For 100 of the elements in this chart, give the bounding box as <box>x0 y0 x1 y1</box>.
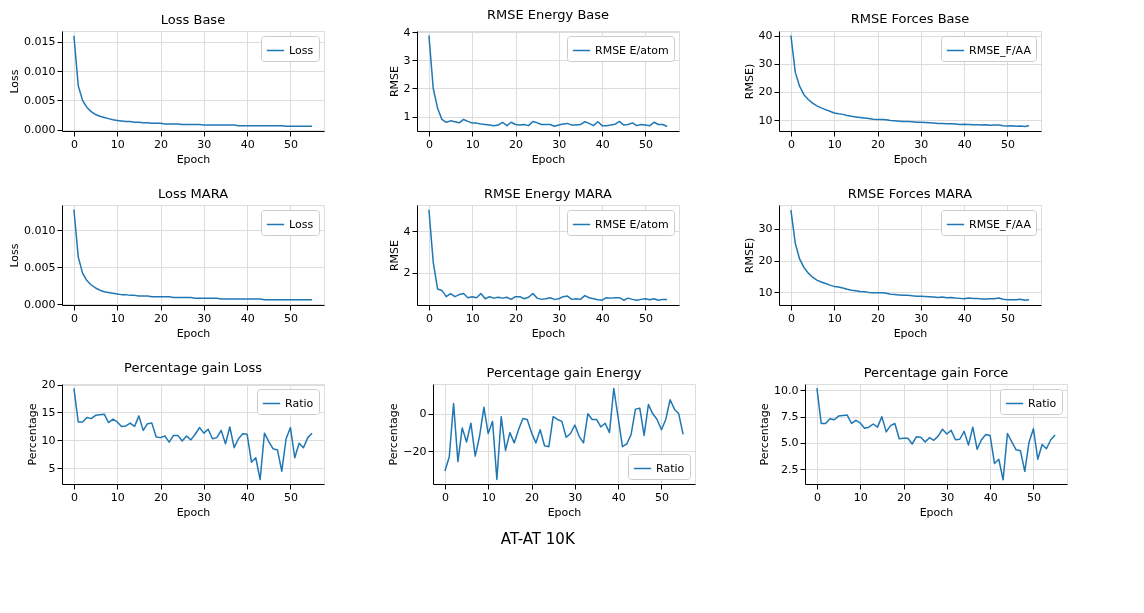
x-tick-label: 40 <box>983 490 998 504</box>
x-tick-label: 10 <box>827 137 842 151</box>
x-tick-label: 30 <box>552 311 567 325</box>
legend-label: Loss <box>289 217 314 231</box>
x-tick-label: 20 <box>509 311 524 325</box>
y-tick-label: 4 <box>403 25 411 39</box>
x-tick-label: 40 <box>240 137 255 151</box>
chart-title: Percentage gain Force <box>863 365 1009 380</box>
x-tick-label: 50 <box>283 311 298 325</box>
x-axis-title: Epoch <box>547 505 582 519</box>
x-tick-label: 20 <box>897 490 912 504</box>
y-tick-label: 2 <box>403 81 411 95</box>
x-tick-label: 10 <box>827 311 842 325</box>
x-tick-label: 40 <box>240 490 255 504</box>
x-tick-label: 10 <box>465 137 480 151</box>
chart-title: RMSE Forces MARA <box>847 186 973 201</box>
x-tick-label: 0 <box>441 490 449 504</box>
y-axis-title: Percentage <box>25 403 39 466</box>
x-tick-label: 20 <box>154 311 169 325</box>
x-axis-title: Epoch <box>176 326 211 340</box>
x-tick-label: 30 <box>914 137 929 151</box>
x-tick-label: 40 <box>595 311 610 325</box>
x-tick-label: 0 <box>813 490 821 504</box>
legend-label: Ratio <box>656 461 685 475</box>
x-tick-label: 10 <box>853 490 868 504</box>
y-tick-label: 5.0 <box>781 436 799 450</box>
x-tick-label: 20 <box>525 490 540 504</box>
x-tick-label: 40 <box>957 311 972 325</box>
y-tick-label: 1 <box>403 110 411 124</box>
y-tick-label: 4 <box>403 224 411 238</box>
x-tick-label: 0 <box>70 311 78 325</box>
x-tick-label: 10 <box>110 311 125 325</box>
text: AT-AT 10K <box>500 529 576 548</box>
x-tick-label: 30 <box>552 137 567 151</box>
y-tick-label: 0.010 <box>24 223 56 237</box>
x-tick-label: 50 <box>283 490 298 504</box>
chart-title: Loss Base <box>160 12 226 27</box>
y-tick-label: 2 <box>403 266 411 280</box>
y-tick-label: 15 <box>41 405 56 419</box>
y-tick-label: 0.005 <box>24 260 56 274</box>
line-series <box>790 34 1030 128</box>
y-tick-label: 10 <box>758 285 773 299</box>
x-tick-label: 20 <box>509 137 524 151</box>
x-axis-title: Epoch <box>893 326 928 340</box>
x-tick-label: 50 <box>283 137 298 151</box>
line-series <box>816 387 1056 481</box>
chart-title: Loss MARA <box>157 186 229 201</box>
x-axis-title: Epoch <box>531 152 566 166</box>
x-tick-label: 20 <box>154 490 169 504</box>
y-tick-label: 40 <box>758 29 773 43</box>
x-tick-label: 40 <box>595 137 610 151</box>
y-tick-label: 30 <box>758 222 773 236</box>
legend-label: RMSE E/atom <box>595 217 669 231</box>
x-tick-label: 0 <box>70 137 78 151</box>
y-tick-label: 20 <box>41 378 56 392</box>
x-tick-label: 40 <box>957 137 972 151</box>
y-tick-label: 2.5 <box>781 462 799 476</box>
y-tick-label: 7.5 <box>781 410 799 424</box>
y-axis-title: Percentage <box>387 403 401 466</box>
y-tick-label: 0.010 <box>24 64 56 78</box>
x-tick-label: 10 <box>481 490 496 504</box>
y-tick-label: 30 <box>758 57 773 71</box>
x-axis-title: Epoch <box>176 505 211 519</box>
y-tick-label: 0.015 <box>24 35 56 49</box>
legend-label: RMSE E/atom <box>595 43 669 57</box>
chart-title: RMSE Energy Base <box>486 7 610 23</box>
x-tick-label: 40 <box>240 311 255 325</box>
x-tick-label: 50 <box>654 490 669 504</box>
line-series <box>73 34 313 128</box>
x-tick-label: 50 <box>638 311 653 325</box>
y-tick-label: −20 <box>403 444 427 458</box>
legend-label: RMSE_F/AA <box>969 43 1032 57</box>
x-tick-label: 50 <box>1000 137 1015 151</box>
y-tick-label: 20 <box>758 254 773 268</box>
y-tick-label: 10 <box>41 433 56 447</box>
chart-title: RMSE Energy MARA <box>483 186 613 201</box>
y-axis-title: RMSE) <box>742 63 756 100</box>
x-tick-label: 30 <box>940 490 955 504</box>
chart-title: RMSE Forces Base <box>850 10 970 26</box>
legend-label: Ratio <box>285 396 314 410</box>
line-series <box>428 34 668 128</box>
y-axis-title: RMSE <box>387 65 401 98</box>
x-tick-label: 30 <box>568 490 583 504</box>
x-tick-label: 50 <box>1026 490 1041 504</box>
x-tick-label: 0 <box>70 490 78 504</box>
y-axis-title: Loss <box>8 69 22 94</box>
x-axis-title: Epoch <box>176 152 211 166</box>
chart-title: Percentage gain Energy <box>486 365 642 380</box>
x-tick-label: 30 <box>197 137 212 151</box>
y-axis-title: RMSE <box>387 239 401 272</box>
x-tick-label: 20 <box>871 137 886 151</box>
line-series <box>73 387 313 481</box>
x-tick-label: 10 <box>465 311 480 325</box>
y-tick-label: 3 <box>403 53 411 67</box>
y-tick-label: 20 <box>758 85 773 99</box>
y-axis-title: RMSE) <box>742 237 756 274</box>
y-tick-label: 5 <box>48 461 56 475</box>
y-tick-label: 0.000 <box>24 123 56 137</box>
legend-label: Loss <box>289 43 314 57</box>
x-tick-label: 20 <box>154 137 169 151</box>
